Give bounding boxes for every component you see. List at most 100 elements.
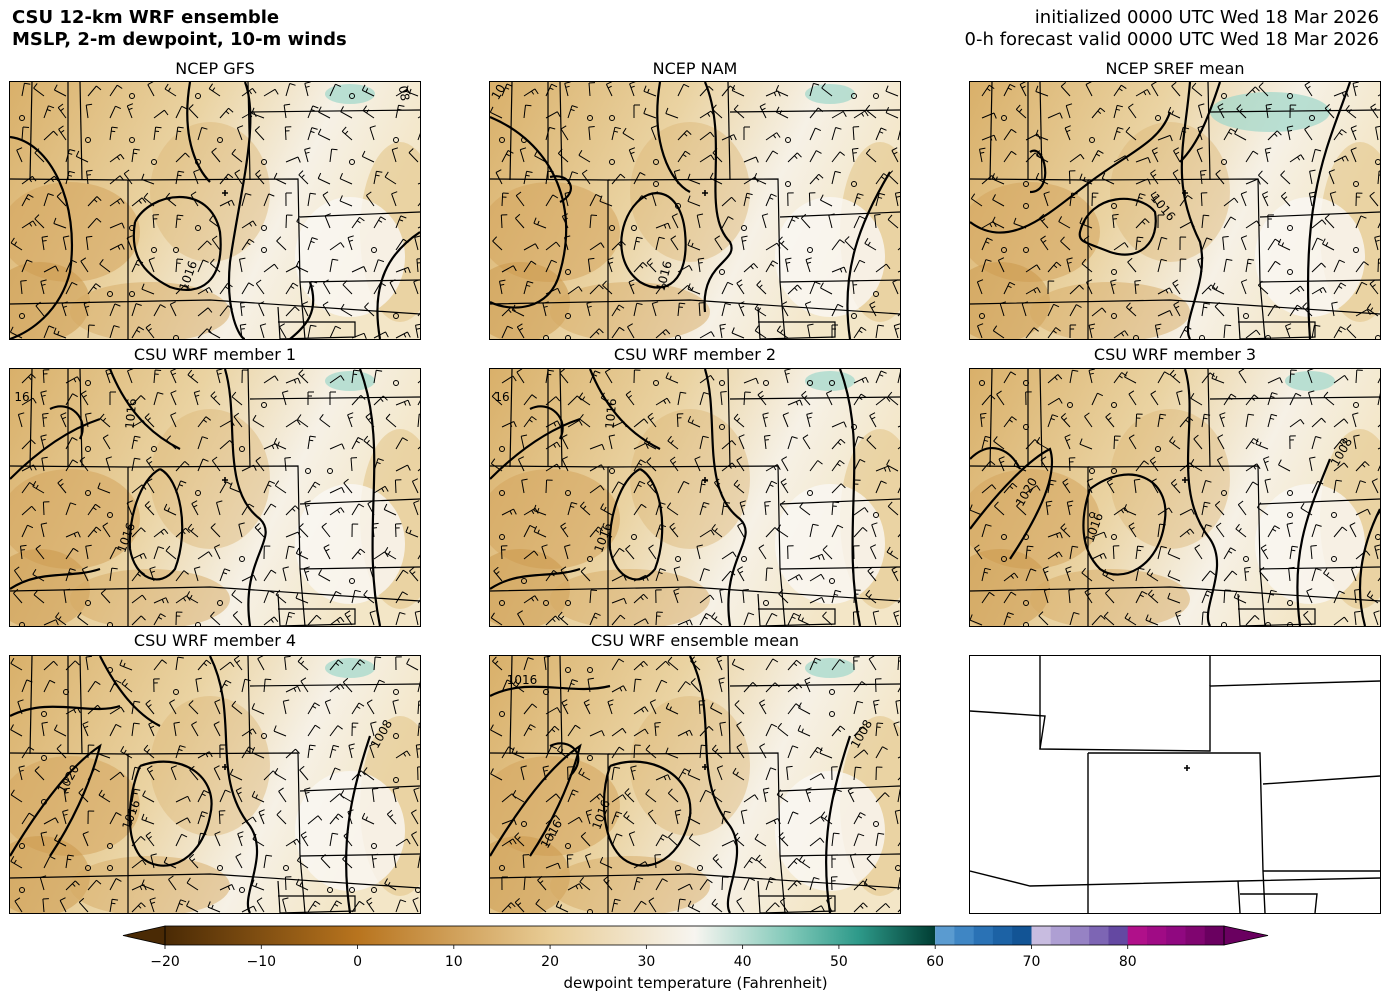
state-border: [729, 109, 900, 113]
state-border: [29, 656, 33, 755]
state-border: [1207, 82, 1211, 181]
state-border: [779, 566, 900, 570]
state-border: [1209, 396, 1380, 400]
isobar: [49, 405, 84, 440]
isobar: [970, 111, 1172, 234]
state-border: [299, 279, 420, 283]
title-line-1: CSU 12-km WRF ensemble: [12, 7, 280, 28]
state-border: [757, 306, 836, 339]
isobar: [99, 656, 161, 727]
isobar: [529, 405, 564, 440]
isobar: [490, 115, 568, 309]
colorbar-tick-label: 70: [1023, 954, 1041, 970]
wind-barbs: [490, 369, 900, 626]
panel-title-gfs: NCEP GFS: [175, 59, 255, 78]
colorbar-segment: [1166, 926, 1186, 945]
state-border: [277, 593, 356, 626]
state-border: [490, 586, 900, 602]
state-border: [970, 586, 1380, 602]
isobar: [209, 656, 259, 913]
state-border: [779, 853, 900, 857]
colorbar-segment: [1089, 926, 1109, 945]
isobar: [970, 447, 1053, 560]
state-border: [1088, 752, 1266, 913]
colorbar-segment: [973, 926, 994, 945]
isobar: [227, 82, 252, 339]
colorbar-tick-label: 0: [353, 954, 362, 970]
state-border: [989, 82, 993, 181]
isobar: [602, 760, 692, 867]
colorbar-segment: [1012, 926, 1032, 945]
isobar: [1078, 197, 1157, 256]
state-border: [779, 785, 900, 792]
state-border: [10, 299, 420, 315]
isobar: [128, 760, 213, 867]
state-border: [127, 752, 306, 913]
state-border: [727, 656, 731, 755]
colorbar-segment: [1147, 926, 1167, 945]
colorbar-gradient: [165, 926, 936, 945]
colorbar-outline: [164, 925, 1225, 946]
isobar: [289, 281, 315, 339]
map-panel-nam: 1016 10: [489, 81, 901, 340]
wind-barbs: [490, 82, 900, 339]
figure-title: CSU 12-km WRF ensemble MSLP, 2-m dewpoin…: [12, 7, 347, 51]
isobar: [10, 417, 101, 480]
isobar: [132, 196, 222, 292]
isobar: [689, 656, 739, 913]
state-border: [79, 656, 83, 755]
state-border: [490, 873, 900, 889]
contour-label: 1016: [603, 398, 620, 430]
state-border: [757, 880, 836, 913]
colorbar-segment: [1185, 926, 1206, 945]
wind-barbs: [10, 82, 420, 339]
panel-title-member-4: CSU WRF member 4: [133, 631, 297, 650]
wind-barbs: [970, 82, 1380, 339]
state-border: [607, 178, 786, 339]
map-panel-locator: [969, 655, 1381, 914]
state-border: [247, 369, 251, 468]
isobar: [490, 743, 582, 857]
state-border: [559, 82, 563, 181]
contour-label: 16: [494, 390, 509, 404]
colorbar-segment: [954, 926, 975, 945]
state-border: [970, 680, 1380, 752]
state-border: [1237, 880, 1241, 913]
isobar: [1183, 369, 1219, 626]
isobar: [223, 369, 267, 626]
state-border: [490, 299, 900, 315]
isobar: [10, 135, 74, 339]
colorbar-label: dewpoint temperature (Fahrenheit): [563, 974, 828, 992]
state-border: [299, 785, 420, 792]
colorbar-segment: [1204, 926, 1225, 945]
isobar: [608, 468, 664, 581]
colorbar-segment: [1127, 926, 1148, 945]
state-border: [299, 498, 420, 505]
station-marker: [222, 190, 228, 196]
colorbar-tick-label: 60: [926, 954, 944, 970]
state-border: [989, 369, 993, 468]
panel-title-member-1: CSU WRF member 1: [133, 345, 297, 364]
isobar: [1358, 508, 1380, 626]
station-marker: [222, 477, 228, 483]
state-border: [729, 683, 900, 687]
station-marker: [1184, 765, 1190, 771]
state-border: [1237, 593, 1316, 626]
state-border: [1259, 279, 1380, 283]
colorbar-segment: [1108, 926, 1129, 945]
state-border: [970, 299, 1380, 315]
wind-barbs: [13, 369, 420, 626]
isobar: [490, 567, 581, 590]
valid-time: 0-h forecast valid 0000 UTC Wed 18 Mar 2…: [964, 29, 1379, 50]
state-border: [559, 656, 563, 755]
state-border: [509, 369, 513, 468]
isobar: [703, 82, 733, 313]
state-border: [779, 279, 900, 283]
colorbar-tick-label: 10: [445, 954, 463, 970]
state-border: [509, 82, 513, 181]
station-marker: [222, 764, 228, 770]
station-marker: [1182, 190, 1188, 196]
title-line-2: MSLP, 2-m dewpoint, 10-m winds: [12, 29, 347, 50]
colorbar-segment: [935, 926, 955, 945]
colorbar-segment: [1031, 926, 1052, 945]
